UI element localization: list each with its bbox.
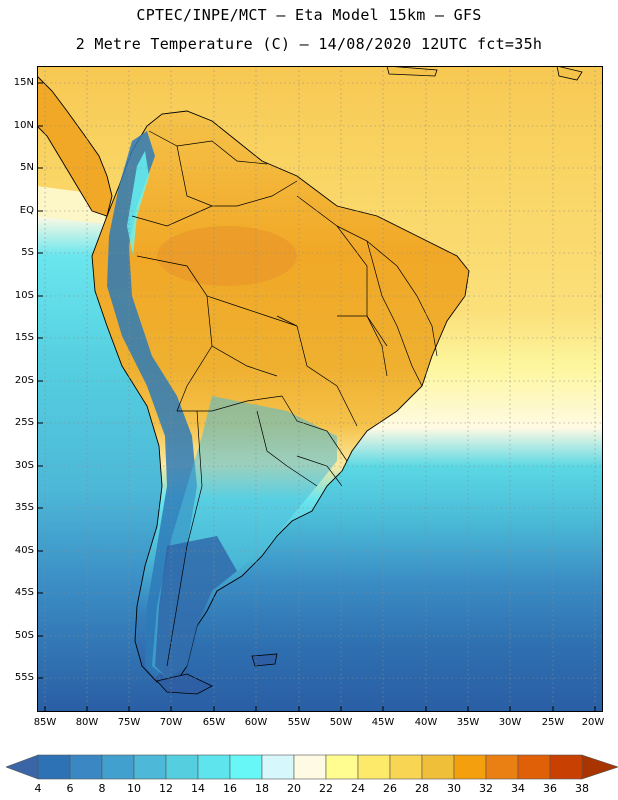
cb-swatch-5 [165,754,199,780]
lon-label-45w: 45W [371,717,395,728]
lon-label-35w: 35W [456,717,480,728]
cb-label-1: 6 [66,782,74,795]
cb-swatch-14 [453,754,487,780]
lon-label-30w: 30W [498,717,522,728]
cb-label-10: 24 [351,782,365,795]
cb-label-3: 10 [127,782,141,795]
lon-label-25w: 25W [541,717,565,728]
lat-label-10s: 10S [14,290,34,301]
lat-label-30s: 30S [14,460,34,471]
lon-label-85w: 85W [33,717,57,728]
lat-label-25s: 25S [14,417,34,428]
lon-label-65w: 65W [202,717,226,728]
cb-swatch-6 [197,754,231,780]
cb-swatch-9 [293,754,327,780]
lat-label-55s: 55S [14,672,34,683]
map-panel[interactable] [37,66,603,712]
cb-label-11: 26 [383,782,397,795]
lesser-antilles [556,66,583,81]
cb-label-15: 34 [511,782,525,795]
lon-label-20w: 20W [581,717,605,728]
cb-swatch-7 [229,754,263,780]
lat-label-5n: 5N [20,162,34,173]
lat-label-40s: 40S [14,545,34,556]
lon-label-70w: 70W [159,717,183,728]
country-borders [131,130,438,667]
lon-label-50w: 50W [329,717,353,728]
cb-label-13: 30 [447,782,461,795]
lon-label-80w: 80W [75,717,99,728]
cb-swatch-15 [485,754,519,780]
cb-label-16: 36 [543,782,557,795]
lat-label-10n: 10N [13,120,34,131]
cb-swatch-8 [261,754,295,780]
lat-label-20s: 20S [14,375,34,386]
patagonia-cold [155,536,237,678]
cb-label-7: 18 [255,782,269,795]
cb-swatch-4 [133,754,167,780]
cb-swatch-2 [69,754,103,780]
color-scale-bar [6,754,618,780]
cb-swatch-11 [357,754,391,780]
lon-label-55w: 55W [287,717,311,728]
lat-label-35s: 35S [14,502,34,513]
lat-label-5s: 5S [21,247,34,258]
cb-swatch-1 [37,754,71,780]
cb-label-0: 4 [34,782,42,795]
amazon-hot-zone [157,226,297,286]
cb-swatch-3 [101,754,135,780]
colombian-andes [127,151,149,256]
lat-label-15n: 15N [13,77,34,88]
lat-label-50s: 50S [14,630,34,641]
cb-label-5: 14 [191,782,205,795]
cb-label-12: 28 [415,782,429,795]
map-title: CPTEC/INPE/MCT – Eta Model 15km – GFS [136,6,482,24]
cb-arrow-right [581,754,618,780]
cb-label-6: 16 [223,782,237,795]
cb-swatch-12 [389,754,423,780]
lon-label-40w: 40W [414,717,438,728]
cb-label-17: 38 [575,782,589,795]
lon-label-60w: 60W [244,717,268,728]
lat-label-eq: EQ [19,205,34,216]
cb-arrow-left [6,754,39,780]
lat-label-45s: 45S [14,587,34,598]
cb-label-9: 22 [319,782,333,795]
central-america [37,75,113,217]
cb-label-4: 12 [159,782,173,795]
cb-swatch-13 [421,754,455,780]
temperature-map[interactable] [37,66,603,712]
falkland-islands [251,653,278,667]
lon-label-75w: 75W [117,717,141,728]
lat-label-15s: 15S [14,332,34,343]
caribbean-islands [386,66,438,77]
cb-label-2: 8 [98,782,106,795]
cb-swatch-16 [517,754,551,780]
cb-swatch-17 [549,754,583,780]
map-frame [37,66,603,712]
cb-label-8: 20 [287,782,301,795]
map-subtitle: 2 Metre Temperature (C) – 14/08/2020 12U… [75,35,543,53]
cb-label-14: 32 [479,782,493,795]
cb-swatch-10 [325,754,359,780]
axis-ticks [37,82,596,712]
